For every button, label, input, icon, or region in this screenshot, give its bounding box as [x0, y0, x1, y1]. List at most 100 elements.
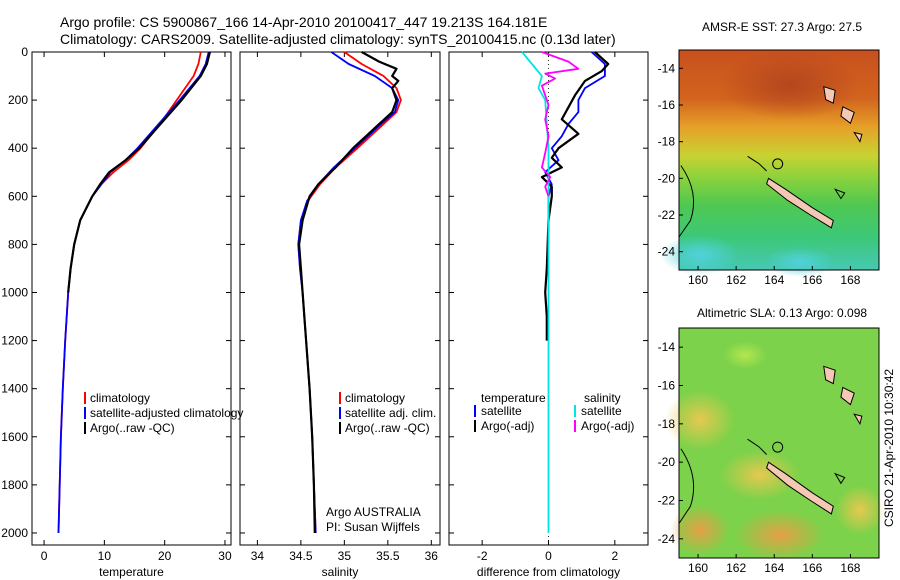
map-y-tick-label: -24 [658, 532, 676, 546]
map-y-tick-label: -24 [658, 245, 676, 259]
x-tick-label: 10 [98, 549, 112, 563]
map-y-tick-label: -16 [658, 98, 676, 112]
series-line-argo-raw-qc- [67, 51, 211, 293]
vanuatu-island-central [840, 386, 855, 406]
difference-legend: temperature salinity satellite Argo(-adj… [474, 391, 634, 433]
reef-outline [747, 155, 767, 172]
reef-outline [747, 438, 767, 455]
x-tick-label: 35 [338, 549, 352, 563]
x-tick-label: 2 [611, 549, 618, 563]
csiro-timestamp: CSIRO 21-Apr-2010 10:30:42 [882, 369, 896, 527]
y-tick-label: 0 [21, 45, 28, 59]
map-x-tick-label: 168 [840, 561, 860, 575]
sst-cool-patch-west [660, 235, 740, 275]
sla-high-southwest [670, 505, 730, 555]
argo-pi-annotation: PI: Susan Wijffels [326, 520, 420, 534]
legend-label-satellite: satellite adj. clim. [345, 406, 436, 420]
plot-frame [31, 51, 232, 546]
legend-title-temperature: temperature [481, 391, 546, 405]
map-x-tick-label: 168 [840, 273, 860, 287]
map-y-tick-label: -22 [658, 494, 676, 508]
map-y-tick-label: -18 [658, 417, 676, 431]
vanuatu-island-efate [853, 413, 863, 426]
map-x-tick-label: 164 [764, 273, 784, 287]
sla-high-center [720, 450, 800, 500]
x-axis-label: salinity [322, 565, 359, 579]
series-line-temperature-argo-adj- [540, 51, 610, 341]
salinity-panel: 34 34.5 35 35.5 36 salinity [239, 51, 441, 579]
y-tick-label: 1600 [1, 430, 28, 444]
map-y-tick-label: -14 [658, 61, 676, 75]
map-x-tick-label: 162 [726, 561, 746, 575]
sst-map-axes: 160 162 164 166 168 -14 -16 -18 -20 -22 -24 [658, 49, 880, 287]
legend-label-argo: Argo(..raw -QC) [90, 421, 175, 435]
sla-high-north [723, 341, 767, 369]
x-tick-label: 34 [251, 549, 265, 563]
argo-program-annotation: Argo AUSTRALIA [326, 505, 421, 519]
map-y-tick-label: -22 [658, 208, 676, 222]
plot-frame [239, 51, 441, 546]
map-y-tick-label: -16 [658, 379, 676, 393]
y-tick-label: 1000 [1, 285, 28, 299]
map-x-tick-label: 160 [688, 561, 708, 575]
legend-title-salinity: salinity [584, 391, 621, 405]
series-line-salinity-argo-adj- [541, 51, 580, 197]
legend-label-sal-satellite: satellite [581, 404, 622, 418]
legend-label-satellite: satellite-adjusted climatology [90, 406, 243, 420]
y-tick-label: 200 [8, 93, 28, 107]
x-tick-label: -2 [477, 549, 488, 563]
sst-map [660, 50, 879, 277]
sst-warm-pool [720, 50, 860, 120]
y-tick-label: 2000 [1, 526, 28, 540]
x-axis-label: difference from climatology [477, 565, 620, 579]
vanuatu-island-north [823, 365, 836, 385]
coastline-west [678, 448, 695, 524]
new-caledonia-land [766, 461, 834, 515]
y-tick-label: 600 [8, 189, 28, 203]
x-tick-label: 0 [545, 549, 552, 563]
argo-station-marker [772, 158, 784, 170]
x-axis-label: temperature [99, 565, 164, 579]
difference-panel: -2 0 2 difference from climatology [448, 51, 649, 579]
y-tick-label: 1800 [1, 478, 28, 492]
legend-label-argo: Argo(..raw -QC) [345, 421, 430, 435]
salinity-legend: climatology satellite adj. clim. Argo(..… [339, 391, 436, 435]
loyalty-island [834, 472, 846, 485]
y-tick-label: 1400 [1, 382, 28, 396]
legend-label-temp-argo: Argo(-adj) [481, 419, 534, 433]
legend-label-temp-satellite: satellite [481, 404, 522, 418]
x-tick-label: 34.5 [289, 549, 313, 563]
map-x-tick-label: 162 [726, 273, 746, 287]
map-x-tick-label: 164 [764, 561, 784, 575]
header-line-2: Climatology: CARS2009. Satellite-adjuste… [60, 31, 616, 47]
y-tick-label: 1200 [1, 334, 28, 348]
sla-high-south [735, 510, 825, 560]
x-tick-label: 20 [158, 549, 172, 563]
legend-label-sal-argo: Argo(-adj) [581, 419, 634, 433]
map-x-tick-label: 160 [688, 273, 708, 287]
sla-high-east [835, 485, 885, 535]
vanuatu-island-efate [853, 131, 863, 143]
vanuatu-island-central [840, 106, 855, 125]
map-y-tick-label: -18 [658, 135, 676, 149]
sla-map-axes: 160 162 164 166 168 -14 -16 -18 -20 -22 -24 [658, 327, 880, 575]
y-tick-label: 800 [8, 237, 28, 251]
map-y-tick-label: -20 [658, 171, 676, 185]
temperature-legend: climatology satellite-adjusted climatolo… [84, 391, 243, 435]
map-x-tick-label: 166 [802, 273, 822, 287]
argo-station-marker [772, 441, 784, 453]
map-y-tick-label: -20 [658, 455, 676, 469]
temperature-panel: 0 10 20 30 0 200 400 600 800 1000 1200 1400 1600 1800… [1, 45, 232, 579]
map-y-tick-label: -14 [658, 340, 676, 354]
y-tick-label: 400 [8, 141, 28, 155]
map-frame [678, 327, 880, 559]
legend-label-climatology: climatology [90, 391, 150, 405]
vanuatu-island-north [823, 85, 836, 104]
x-tick-label: 35.5 [376, 549, 400, 563]
series-line-argo-raw-qc- [298, 51, 400, 534]
x-tick-label: 0 [41, 549, 48, 563]
new-caledonia-land [766, 177, 834, 229]
coastline-west [678, 165, 695, 238]
x-tick-label: 36 [425, 549, 439, 563]
